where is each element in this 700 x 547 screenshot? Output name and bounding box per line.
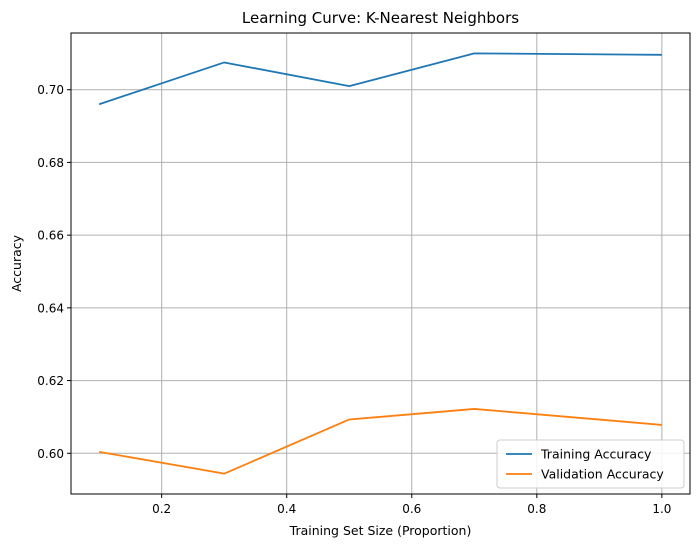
legend-label-training-accuracy: Training Accuracy — [540, 447, 652, 462]
x-tick-label: 1.0 — [652, 502, 671, 516]
training-accuracy-line — [98, 52, 662, 106]
y-tick-label: 0.62 — [37, 374, 64, 388]
y-tick-label: 0.66 — [37, 229, 64, 243]
y-tick-label: 0.68 — [37, 156, 64, 170]
validation-accuracy-line — [98, 408, 662, 475]
chart-title: Learning Curve: K-Nearest Neighbors — [242, 9, 519, 27]
y-tick-label: 0.70 — [37, 83, 64, 97]
series-lines — [98, 52, 662, 475]
x-tick-label: 0.2 — [152, 502, 171, 516]
x-tick-label: 0.6 — [402, 502, 421, 516]
grid-lines — [71, 33, 690, 494]
y-axis-label: Accuracy — [9, 234, 24, 292]
x-tick-label: 0.4 — [277, 502, 296, 516]
x-tick-label: 0.8 — [527, 502, 546, 516]
legend-label-validation-accuracy: Validation Accuracy — [541, 467, 664, 482]
y-tick-label: 0.64 — [37, 301, 64, 315]
legend: Training Accuracy Validation Accuracy — [496, 439, 685, 489]
x-axis-ticks: 0.2 0.4 0.6 0.8 1.0 — [152, 494, 671, 516]
y-tick-label: 0.60 — [37, 447, 64, 461]
axes-frame — [70, 32, 691, 495]
legend-box — [496, 439, 685, 489]
y-axis-ticks: 0.60 0.62 0.64 0.66 0.68 0.70 — [37, 83, 71, 461]
x-axis-label: Training Set Size (Proportion) — [289, 523, 472, 538]
